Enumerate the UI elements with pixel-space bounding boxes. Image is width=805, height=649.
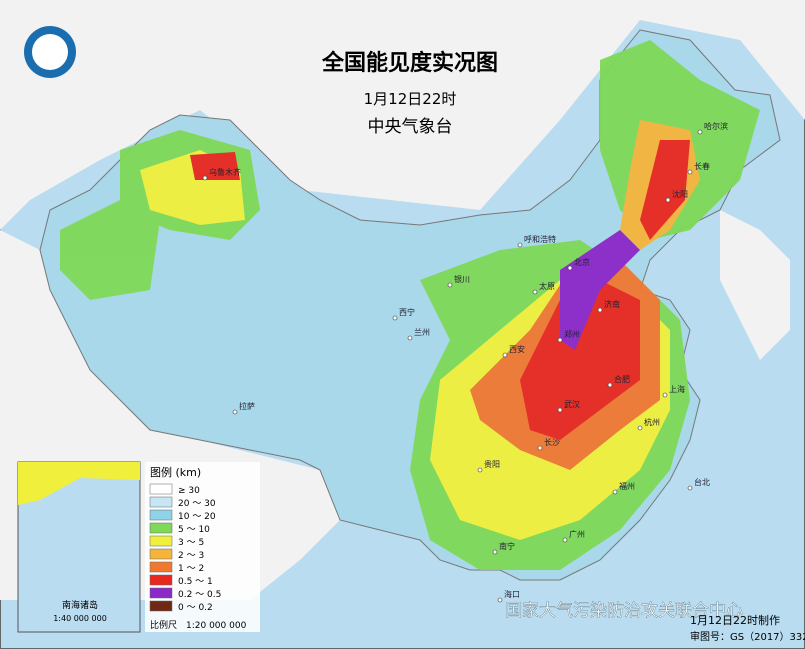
legend-swatch: [149, 561, 173, 573]
neighbor-land: [0, 0, 805, 230]
city-dot: [392, 315, 398, 321]
legend-label: 20 ～ 30: [178, 499, 216, 509]
city-label: 哈尔滨: [704, 121, 728, 131]
city-label: 太原: [539, 281, 555, 291]
legend-swatch: [149, 587, 173, 599]
city-label: 南宁: [499, 541, 515, 551]
city-dot: [492, 549, 498, 555]
legend-label: 3 ～ 5: [178, 538, 204, 548]
city-label: 兰州: [414, 327, 430, 337]
city-label: 北京: [574, 257, 590, 267]
logo: [32, 34, 68, 70]
scale: 比例尺 1:20 000 000: [150, 619, 247, 631]
city-dot: [537, 445, 543, 451]
map-number: 审图号：GS（2017）3320号: [690, 630, 805, 643]
city-dot: [497, 597, 503, 603]
city-label: 杭州: [644, 417, 660, 427]
city-label: 西宁: [399, 307, 415, 317]
city-label: 海口: [504, 589, 520, 599]
city-label: 台北: [694, 477, 710, 487]
legend-swatch: [149, 483, 173, 495]
city-label: 拉萨: [239, 401, 255, 411]
legend-swatch: [149, 535, 173, 547]
city-label: 上海: [669, 384, 685, 394]
legend-label: 1 ～ 2: [178, 564, 204, 574]
city-dot: [557, 407, 563, 413]
city-dot: [532, 289, 538, 295]
city-label: 长沙: [544, 437, 560, 447]
legend-label: 10 ～ 20: [178, 512, 216, 522]
city-label: 济南: [604, 299, 620, 309]
city-dot: [612, 489, 618, 495]
legend-swatch: [149, 548, 173, 560]
city-dot: [202, 175, 208, 181]
city-label: 广州: [569, 529, 585, 539]
city-dot: [697, 129, 703, 135]
legend-swatch: [149, 496, 173, 508]
legend-swatch: [149, 509, 173, 521]
legend-swatch: [149, 522, 173, 534]
city-label: 呼和浩特: [524, 234, 556, 244]
city-label: 沈阳: [672, 189, 688, 199]
legend-label: 0 ～ 0.2: [178, 603, 213, 613]
city-dot: [687, 485, 693, 491]
title: 全国能见度实况图: [321, 50, 498, 76]
city-dot: [407, 335, 413, 341]
city-label: 银川: [454, 274, 470, 284]
visibility-fields: [60, 40, 760, 570]
legend-label: 0.5 ～ 1: [178, 577, 213, 587]
city-dot: [477, 467, 483, 473]
city-label: 贵阳: [484, 459, 500, 469]
inset-scale: 1:40 000 000: [53, 614, 107, 623]
legend-title: 图例 (km): [150, 465, 201, 479]
issued: 1月12日22时制作: [690, 614, 780, 627]
neighbor-land: [720, 210, 790, 360]
city-dot: [665, 197, 671, 203]
city-dot: [662, 392, 668, 398]
city-label: 福州: [619, 482, 635, 491]
city-dot: [502, 352, 508, 358]
city-label: 西安: [509, 344, 525, 354]
legend-swatch: [149, 600, 173, 612]
watermark: 国家大气污染防治攻关联合中心: [505, 601, 743, 621]
inset-title: 南海诸岛: [62, 599, 98, 611]
city-label: 合肥: [614, 374, 630, 384]
legend-label: 0.2 ～ 0.5: [178, 590, 221, 600]
city-label: 长春: [694, 161, 710, 171]
city-label: 乌鲁木齐: [209, 167, 241, 177]
city-dot: [607, 382, 613, 388]
inset-land: [18, 462, 140, 505]
agency: 中央气象台: [368, 117, 453, 137]
city-dot: [597, 307, 603, 313]
legend-label: 2 ～ 3: [178, 551, 204, 561]
city-dot: [562, 537, 568, 543]
legend-label: 5 ～ 10: [178, 525, 210, 535]
city-dot: [557, 337, 563, 343]
legend-label: ≥ 30: [178, 486, 200, 496]
legend-swatch: [149, 574, 173, 586]
date: 1月12日22时: [364, 90, 457, 108]
city-dot: [447, 282, 453, 288]
city-label: 武汉: [564, 399, 580, 409]
city-dot: [232, 409, 238, 415]
city-dot: [567, 265, 573, 271]
city-dot: [687, 169, 693, 175]
city-dot: [517, 242, 523, 248]
city-dot: [637, 425, 643, 431]
city-label: 郑州: [564, 329, 580, 339]
